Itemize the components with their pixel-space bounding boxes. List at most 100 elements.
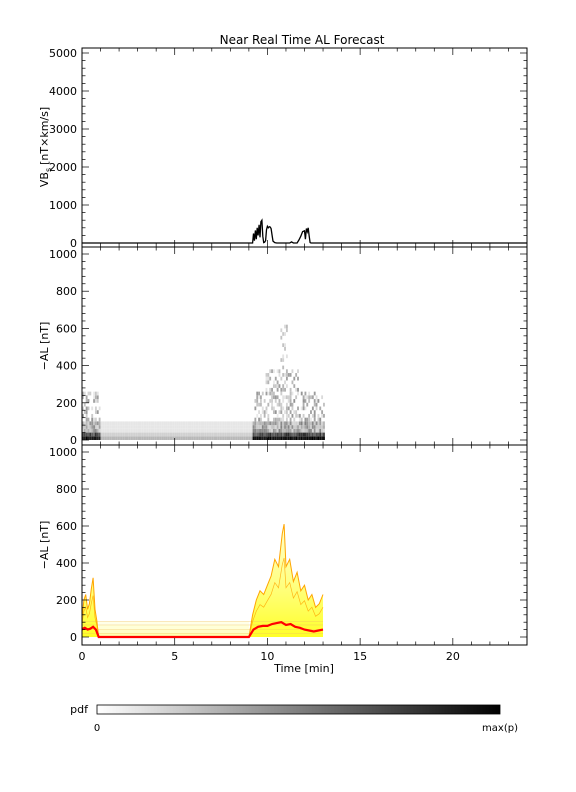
heatmap-cell xyxy=(291,425,294,429)
heatmap-cell xyxy=(254,428,257,433)
heatmap-cell xyxy=(87,406,90,411)
heatmap-cell xyxy=(89,432,92,437)
heatmap-cell xyxy=(98,417,101,422)
heatmap-cell xyxy=(139,425,142,429)
heatmap-cell xyxy=(232,428,235,433)
heatmap-cell xyxy=(217,428,220,433)
heatmap-cell xyxy=(146,428,149,433)
heatmap-cell xyxy=(300,421,303,426)
heatmap-cell xyxy=(298,417,301,422)
heatmap-cell xyxy=(189,425,192,429)
heatmap-cell xyxy=(308,413,311,418)
heatmap-cell xyxy=(126,428,129,433)
heatmap-cell xyxy=(280,402,283,407)
heatmap-cell xyxy=(87,432,90,437)
heatmap-cell xyxy=(245,421,248,426)
heatmap-cell xyxy=(287,399,290,403)
heatmap-cell xyxy=(183,428,186,433)
heatmap-cell xyxy=(297,391,299,396)
heatmap-cell xyxy=(310,410,312,414)
heatmap-cell xyxy=(247,432,249,437)
heatmap-cell xyxy=(267,428,270,433)
heatmap-cell xyxy=(195,425,197,429)
heatmap-cell xyxy=(234,432,236,437)
heatmap-cell xyxy=(161,432,164,437)
heatmap-cell xyxy=(306,395,309,400)
heatmap-cell xyxy=(139,421,142,426)
heatmap-cell xyxy=(272,432,275,437)
heatmap-cell xyxy=(219,428,222,433)
heatmap-cell xyxy=(311,432,314,437)
heatmap-cell xyxy=(239,425,242,429)
heatmap-cell xyxy=(256,421,259,426)
heatmap-cell xyxy=(122,421,125,426)
heatmap-cell xyxy=(228,428,231,433)
heatmap-cell xyxy=(228,432,231,437)
heatmap-cell xyxy=(165,421,168,426)
heatmap-cell xyxy=(172,421,175,426)
heatmap-cell xyxy=(221,432,223,437)
heatmap-cell xyxy=(247,425,249,429)
heatmap-cell xyxy=(94,395,97,400)
heatmap-cell xyxy=(126,432,129,437)
heatmap-cell xyxy=(124,425,127,429)
heatmap-cell xyxy=(167,436,170,440)
heatmap-cell xyxy=(106,425,108,429)
heatmap-cell xyxy=(135,421,138,426)
heatmap-cell xyxy=(128,421,131,426)
heatmap-cell xyxy=(304,425,307,429)
heatmap-cell xyxy=(271,369,273,374)
heatmap-cell xyxy=(297,413,299,418)
heatmap-cell xyxy=(254,399,257,403)
heatmap-cell xyxy=(180,425,183,429)
heatmap-cell xyxy=(178,421,181,426)
heatmap-cell xyxy=(82,395,84,400)
heatmap-cell xyxy=(171,432,173,437)
heatmap-cell xyxy=(256,391,259,396)
heatmap-cell xyxy=(276,395,279,400)
heatmap-cell xyxy=(254,406,257,411)
heatmap-cell xyxy=(261,406,264,411)
heatmap-cell xyxy=(158,425,160,429)
heatmap-cell xyxy=(245,428,248,433)
heatmap-cell xyxy=(310,428,312,433)
heatmap-cell xyxy=(256,436,259,440)
heatmap-cell xyxy=(82,413,84,418)
heatmap-cell xyxy=(284,373,286,377)
heatmap-cell xyxy=(278,410,281,414)
heatmap-cell xyxy=(289,387,292,392)
heatmap-cell xyxy=(163,421,166,426)
heatmap-cell xyxy=(282,399,285,403)
heatmap-cell xyxy=(260,421,262,426)
heatmap-cell xyxy=(260,399,262,403)
heatmap-cell xyxy=(132,425,134,429)
heatmap-cell xyxy=(156,432,159,437)
heatmap-cell xyxy=(241,436,244,440)
heatmap-cell xyxy=(282,387,285,392)
heatmap-cell xyxy=(285,406,288,411)
heatmap-cell xyxy=(269,428,272,433)
heatmap-cell xyxy=(276,428,279,433)
heatmap-cell xyxy=(293,425,296,429)
heatmap-cell xyxy=(278,373,281,377)
heatmap-cell xyxy=(206,428,209,433)
heatmap-cell xyxy=(146,432,149,437)
heatmap-cell xyxy=(265,380,268,385)
heatmap-cell xyxy=(267,425,270,429)
heatmap-cell xyxy=(158,421,160,426)
heatmap-cell xyxy=(96,421,99,426)
heatmap-cell xyxy=(174,428,177,433)
heatmap-cell xyxy=(202,428,205,433)
heatmap-cell xyxy=(245,425,248,429)
heatmap-cell xyxy=(143,421,146,426)
heatmap-cell xyxy=(248,436,251,440)
heatmap-cell xyxy=(104,436,107,440)
heatmap-cell xyxy=(282,395,285,400)
panel-vbs-ylabel: VBs [nT×km/s] xyxy=(38,107,53,187)
heatmap-cell xyxy=(304,432,307,437)
panel-vbs-frame xyxy=(81,47,528,248)
heatmap-cell xyxy=(272,428,275,433)
heatmap-cell xyxy=(311,406,314,411)
colorbar-min-label: 0 xyxy=(94,723,100,734)
heatmap-cell xyxy=(130,432,133,437)
